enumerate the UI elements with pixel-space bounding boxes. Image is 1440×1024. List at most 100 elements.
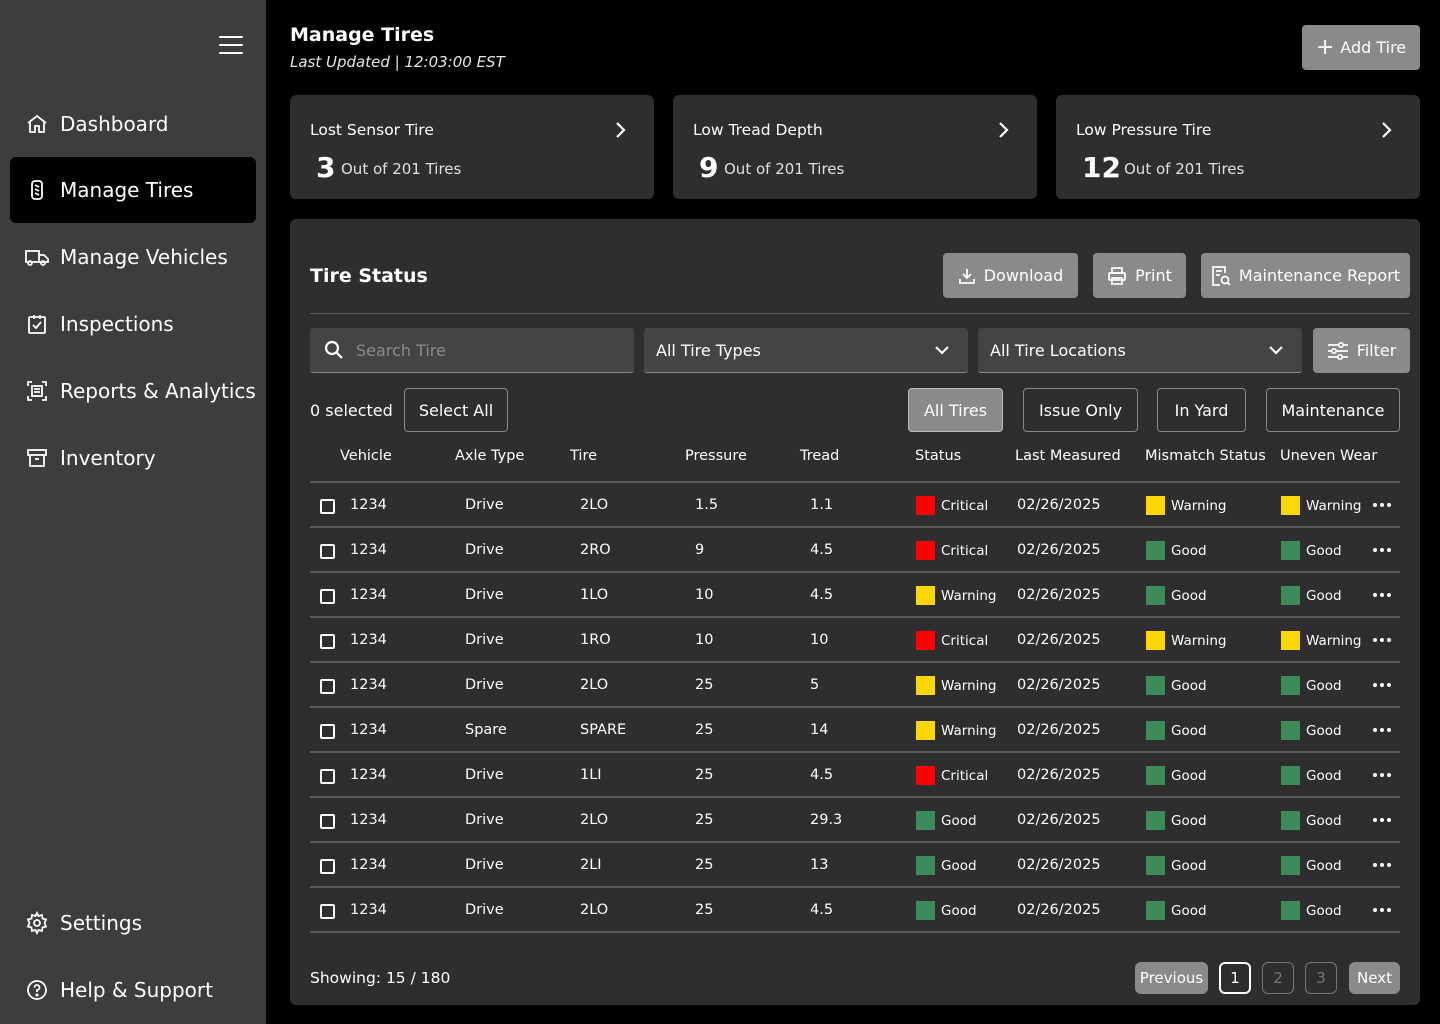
chip-in-yard[interactable]: In Yard (1157, 388, 1246, 432)
select-all-button[interactable]: Select All (404, 388, 508, 432)
table-row[interactable]: 1234 Drive 2LO 25 4.5 02/26/2025 Good Good Good (310, 888, 1400, 933)
sidebar-item-dashboard[interactable]: Dashboard (10, 91, 256, 157)
status-label: Good (941, 857, 977, 874)
cell-vehicle: 1234 (350, 497, 387, 513)
cell-vehicle: 1234 (350, 857, 387, 873)
table-row[interactable]: 1234 Drive 1LO 10 4.5 02/26/2025 Warning Good Go… (310, 573, 1400, 618)
card-count: 9 (699, 151, 719, 184)
sidebar-item-manage-tires[interactable]: Manage Tires (10, 157, 256, 223)
column-header-pressure[interactable]: Pressure (685, 448, 747, 464)
sidebar-item-inventory[interactable]: Inventory (10, 425, 256, 491)
table-row[interactable]: 1234 Drive 2LO 1.5 1.1 02/26/2025 Critical Warn… (310, 483, 1400, 528)
table-row[interactable]: 1234 Drive 2LO 25 29.3 02/26/2025 Good Good Good (310, 798, 1400, 843)
table-row[interactable]: 1234 Drive 2LI 25 13 02/26/2025 Good Good Good (310, 843, 1400, 888)
cell-axle: Drive (465, 542, 504, 558)
more-options-icon[interactable] (1372, 540, 1392, 560)
cell-tire: 2LO (580, 497, 609, 513)
column-header-mismatch-status[interactable]: Mismatch Status (1145, 448, 1266, 464)
search-box[interactable] (310, 328, 634, 373)
more-options-icon[interactable] (1372, 495, 1392, 515)
filter-button[interactable]: Filter (1313, 328, 1410, 373)
previous-page-button[interactable]: Previous (1135, 962, 1208, 994)
cell-axle: Drive (465, 587, 504, 603)
table-row[interactable]: 1234 Drive 1LI 25 4.5 02/26/2025 Critical Good G… (310, 753, 1400, 798)
print-button[interactable]: Print (1093, 253, 1186, 298)
column-header-last-measured[interactable]: Last Measured (1015, 448, 1121, 464)
card-low-tread[interactable]: Low Tread Depth 9 Out of 201 Tires (673, 95, 1037, 199)
chip-label: Maintenance (1281, 400, 1385, 420)
row-checkbox[interactable] (320, 589, 335, 604)
cell-tire: 1LI (580, 767, 602, 783)
sidebar-item-manage-vehicles[interactable]: Manage Vehicles (10, 224, 256, 290)
more-options-icon[interactable] (1372, 675, 1392, 695)
sidebar-item-help[interactable]: Help & Support (10, 957, 256, 1023)
add-tire-button[interactable]: + Add Tire (1302, 25, 1420, 70)
card-lost-sensor[interactable]: Lost Sensor Tire 3 Out of 201 Tires (290, 95, 654, 199)
maintenance-report-label: Maintenance Report (1238, 266, 1401, 285)
download-button[interactable]: Download (943, 253, 1078, 298)
divider (310, 481, 1400, 483)
tire-type-select[interactable]: All Tire Types (644, 328, 968, 373)
printer-icon (1108, 266, 1126, 285)
chip-maintenance[interactable]: Maintenance (1266, 388, 1400, 432)
row-checkbox[interactable] (320, 814, 335, 829)
page-2-button[interactable]: 2 (1262, 962, 1294, 994)
cell-axle: Drive (465, 767, 504, 783)
sidebar-item-settings[interactable]: Settings (10, 890, 256, 956)
more-options-icon[interactable] (1372, 765, 1392, 785)
chip-issue-only[interactable]: Issue Only (1023, 388, 1138, 432)
page-1-button[interactable]: 1 (1219, 962, 1251, 994)
select-all-label: Select All (418, 400, 494, 420)
page-number: 3 (1316, 969, 1326, 987)
tire-location-select[interactable]: All Tire Locations (978, 328, 1302, 373)
more-options-icon[interactable] (1372, 855, 1392, 875)
column-header-vehicle[interactable]: Vehicle (340, 448, 392, 464)
column-header-tire[interactable]: Tire (570, 448, 598, 464)
page-3-button[interactable]: 3 (1305, 962, 1337, 994)
row-checkbox[interactable] (320, 544, 335, 559)
row-checkbox[interactable] (320, 769, 335, 784)
column-header-axle-type[interactable]: Axle Type (455, 448, 525, 464)
cell-axle: Drive (465, 497, 504, 513)
tire-status-panel: Tire Status Download Print Maintenance R… (290, 219, 1420, 1005)
column-header-uneven-wear[interactable]: Uneven Wear (1280, 448, 1378, 464)
table-row[interactable]: 1234 Drive 2LO 25 5 02/26/2025 Warning Good Good (310, 663, 1400, 708)
cell-vehicle: 1234 (350, 812, 387, 828)
column-header-status[interactable]: Status (915, 448, 962, 464)
next-page-button[interactable]: Next (1349, 962, 1400, 994)
card-low-pressure[interactable]: Low Pressure Tire 12 Out of 201 Tires (1056, 95, 1420, 199)
row-checkbox[interactable] (320, 859, 335, 874)
status-color-swatch (916, 676, 935, 695)
cell-vehicle: 1234 (350, 902, 387, 918)
table-row[interactable]: 1234 Spare SPARE 25 14 02/26/2025 Warning Good G… (310, 708, 1400, 753)
more-options-icon[interactable] (1372, 585, 1392, 605)
status-badge: Critical (916, 631, 988, 650)
row-checkbox[interactable] (320, 499, 335, 514)
search-input[interactable] (356, 340, 616, 360)
table-row[interactable]: 1234 Drive 1RO 10 10 02/26/2025 Critical Warnin… (310, 618, 1400, 663)
more-options-icon[interactable] (1372, 810, 1392, 830)
more-options-icon[interactable] (1372, 900, 1392, 920)
more-options-icon[interactable] (1372, 630, 1392, 650)
table-row[interactable]: 1234 Drive 2RO 9 4.5 02/26/2025 Critical Good Go… (310, 528, 1400, 573)
divider (310, 313, 1410, 314)
row-checkbox[interactable] (320, 904, 335, 919)
mismatch-badge: Good (1146, 766, 1207, 785)
hamburger-menu-icon[interactable] (219, 36, 243, 56)
sidebar-item-reports[interactable]: Reports & Analytics (10, 358, 256, 424)
column-header-tread[interactable]: Tread (800, 448, 840, 464)
cell-pressure: 25 (695, 677, 714, 693)
status-color-swatch (1281, 496, 1300, 515)
row-checkbox[interactable] (320, 679, 335, 694)
sidebar-item-label: Dashboard (60, 112, 169, 136)
maintenance-report-button[interactable]: Maintenance Report (1201, 253, 1410, 298)
status-badge: Good (916, 901, 977, 920)
row-checkbox[interactable] (320, 634, 335, 649)
chip-label: All Tires (923, 400, 988, 420)
chip-all-tires[interactable]: All Tires (908, 388, 1003, 432)
sidebar-item-inspections[interactable]: Inspections (10, 291, 256, 357)
status-label: Good (941, 902, 977, 919)
cell-pressure: 25 (695, 902, 714, 918)
more-options-icon[interactable] (1372, 720, 1392, 740)
row-checkbox[interactable] (320, 724, 335, 739)
